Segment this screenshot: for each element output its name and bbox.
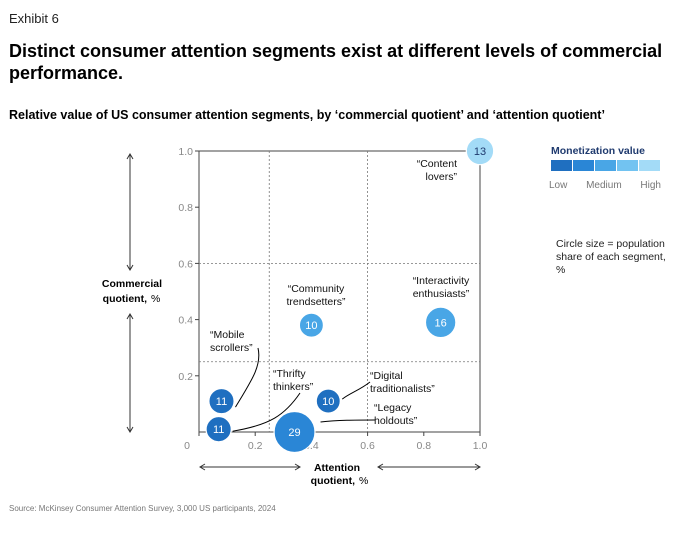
x-axis-title-unit: % [359, 475, 368, 487]
leader-line-thrifty-thinkers [232, 392, 301, 432]
leader-lines [232, 347, 376, 432]
segment-label-legacy-holdouts: holdouts” [374, 415, 418, 427]
segment-label-interactivity-enthusiasts: “Interactivity [413, 275, 470, 287]
segment-label-thrifty-thinkers: “Thrifty [273, 368, 306, 380]
x-axis-title-line2: quotient, [311, 475, 355, 487]
legend-medium-label: Medium [586, 180, 622, 191]
headline: Distinct consumer attention segments exi… [9, 41, 663, 83]
segment-label-interactivity-enthusiasts: enthusiasts” [413, 288, 470, 300]
bubble-legacy-holdouts [273, 410, 316, 454]
segment-label-community-trendsetters: trendsetters” [287, 296, 346, 308]
y-axis-title-line2: quotient, [103, 293, 147, 305]
bubble-value-thrifty-thinkers: 11 [213, 424, 224, 436]
leader-line-legacy-holdouts [320, 419, 376, 423]
y-axis-title-line1: Commercial [102, 278, 162, 290]
axes-layer: 0.20.40.60.81.00 0.2 0.4 0.6 0.8 1.0 [126, 146, 488, 471]
legend-swatch [595, 160, 616, 171]
y-axis-arrowhead-bottom [126, 426, 134, 433]
y-axis-arrowhead-bottom [126, 264, 134, 271]
legend-swatch [617, 160, 638, 171]
legend-high-label: High [640, 180, 661, 191]
chart-subtitle: Relative value of US consumer attention … [9, 108, 605, 122]
legend-labels: Low Medium High [549, 180, 661, 191]
y-axis-title-unit: % [151, 293, 160, 305]
y-tick-label: 0.8 [178, 202, 193, 214]
leader-line-digital-traditionalists [341, 381, 371, 400]
bubble-mobile-scrollers [208, 387, 235, 415]
bubbles: 29 13 16 10 10 11 11 [205, 136, 495, 454]
segment-label-digital-traditionalists: traditionalists” [370, 383, 435, 395]
exhibit-label: Exhibit 6 [9, 11, 59, 26]
legend-swatch [639, 160, 660, 171]
y-tick-label: 1.0 [178, 146, 193, 158]
segment-label-mobile-scrollers: scrollers” [210, 342, 253, 354]
leader-line-mobile-scrollers [235, 347, 260, 408]
legend-title: Monetization value [551, 145, 645, 157]
segment-label-thrifty-thinkers: thinkers” [273, 381, 314, 393]
y-tick-label: 0.6 [178, 258, 193, 270]
x-tick-label: 0.6 [360, 440, 375, 452]
x-tick-label: 0.2 [248, 440, 263, 452]
bubble-value-legacy-holdouts: 29 [288, 427, 300, 439]
source-note: Source: McKinsey Consumer Attention Surv… [9, 504, 276, 513]
monetization-color-scale [551, 160, 661, 171]
x-axis-arrowhead-right [474, 463, 481, 471]
x-axis-arrowhead-left [377, 463, 384, 471]
y-tick-label: 0.2 [178, 371, 193, 383]
axis-titles: Commercial quotient, % Attention quotien… [102, 278, 368, 487]
x-tick-label: 1.0 [473, 440, 488, 452]
bubble-value-interactivity-enthusiasts: 16 [435, 317, 447, 329]
y-axis-arrowhead-top [126, 313, 134, 320]
bubble-digital-traditionalists [315, 388, 341, 414]
legend-swatch [573, 160, 594, 171]
y-tick-label: 0.4 [178, 315, 193, 327]
segment-label-content-lovers: “Content [417, 158, 457, 170]
legend-swatch [551, 160, 572, 171]
x-tick-label: 0.8 [416, 440, 431, 452]
bubble-community-trendsetters [298, 312, 325, 338]
segment-label-legacy-holdouts: “Legacy [374, 402, 412, 414]
bubble-value-mobile-scrollers: 11 [216, 396, 227, 408]
x-tick-label: 0 [184, 440, 190, 452]
bubble-value-content-lovers: 13 [474, 146, 486, 158]
bubble-thrifty-thinkers [205, 415, 232, 443]
circle-size-note: Circle size = population share of each s… [556, 238, 666, 276]
legend-low-label: Low [549, 180, 568, 191]
segment-label-mobile-scrollers: “Mobile [210, 329, 245, 341]
segment-label-digital-traditionalists: “Digital [370, 370, 403, 382]
bubble-content-lovers [465, 136, 495, 166]
bubble-value-digital-traditionalists: 10 [322, 396, 334, 408]
segment-label-community-trendsetters: “Community [288, 283, 345, 295]
y-axis-arrowhead-top [126, 153, 134, 160]
x-axis-arrowhead-left [199, 463, 206, 471]
x-axis-title-line1: Attention [314, 462, 360, 474]
segment-label-content-lovers: lovers” [425, 171, 457, 183]
bubble-interactivity-enthusiasts [424, 306, 457, 339]
bubble-value-community-trendsetters: 10 [305, 320, 317, 332]
x-axis-arrowhead-right [294, 463, 301, 471]
